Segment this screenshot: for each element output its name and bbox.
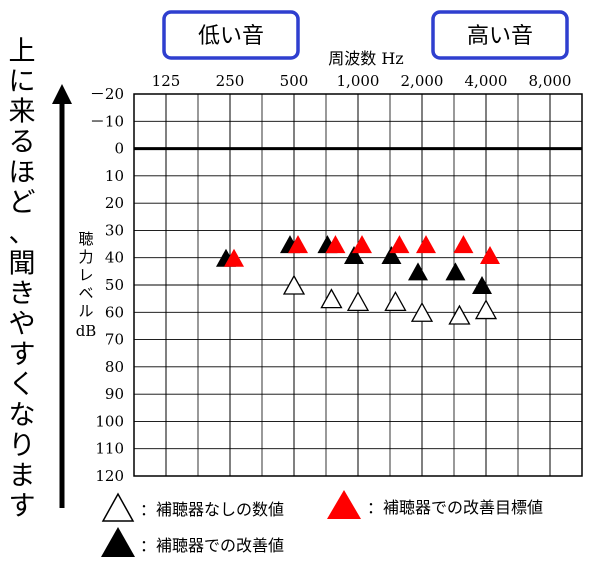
y-tick-label: 60 [105,303,124,321]
axes: 125 250 500 1,000 2,000 4,000 8,000 －20 －10 0 10 20… [90,72,572,485]
hollow-triangle-icon [101,492,135,522]
data-point-target [224,248,244,267]
legend-item-unaided: ：補聴器なしの数値 [101,492,284,522]
data-point-aided [344,245,364,264]
data-point-unaided [474,299,498,320]
side-note: 上に来るほど、聞きやすくなります [9,36,36,522]
x-tick-label: 8,000 [529,72,572,90]
data-point-target [453,235,474,254]
legend-item-aided: ：補聴器での改善値 [101,527,284,557]
x-axis-title: 周波数 Hz [328,49,403,68]
x-tick-label: 2,000 [401,72,444,90]
data-point-aided [445,262,466,281]
data-point-target [352,235,372,254]
data-point-aided [472,276,492,294]
legend-label-aided: ：補聴器での改善値 [140,536,284,555]
y-tick-label: 50 [105,276,124,294]
data-point-target [480,245,500,264]
legend-label-unaided: ：補聴器なしの数値 [140,500,284,519]
y-tick-label: 0 [114,140,124,158]
y-tick-label: 10 [105,167,124,185]
grid [133,93,583,477]
data-point-unaided [282,274,306,295]
data-point-target [389,235,410,254]
black-triangle-icon [101,527,135,557]
x-tick-label: 1,000 [337,72,380,90]
y-tick-label: 80 [105,358,124,376]
y-tick-label: 100 [95,412,124,430]
y-tick-label: 40 [105,249,124,267]
y-tick-label: 120 [95,467,124,485]
data-point-unaided [320,288,343,309]
y-tick-label: －20 [90,85,124,103]
data-point-aided [408,262,428,281]
low-sound-box: 低い音 [162,10,300,60]
high-sound-box: 高い音 [431,10,569,60]
x-tick-label: 500 [280,72,309,90]
legend-item-target: ：補聴器での改善目標値 [327,490,543,519]
low-sound-label: 低い音 [198,24,264,49]
y-tick-label: －10 [90,112,124,130]
y-tick-label: 70 [105,331,124,349]
data-point-unaided [384,291,407,312]
side-note-text: 上に来るほど、聞きやすくなります [9,36,36,522]
high-sound-box-border [431,10,569,60]
low-sound-box-border [162,10,300,60]
red-triangle-icon [327,490,361,519]
y-tick-label: 110 [95,440,124,458]
data-markers [216,235,500,325]
x-tick-label: 4,000 [465,72,508,90]
y-tick-label: 30 [105,221,124,239]
data-point-target [288,235,308,254]
x-tick-label: 250 [216,72,245,90]
y-tick-label: 90 [105,385,124,403]
legend: ：補聴器なしの数値 ：補聴器での改善目標値 ：補聴器での改善値 [101,490,543,557]
data-point-unaided [346,291,370,312]
data-point-target [325,235,346,254]
data-point-target [416,235,436,254]
data-point-aided [381,245,402,264]
y-axis-title: 聴力レベル dB [76,230,97,340]
high-sound-label: 高い音 [467,24,533,49]
y-axis-title-text: 聴力レベル dB [76,230,97,340]
legend-label-target: ：補聴器での改善目標値 [367,498,543,517]
y-tick-label: 20 [105,194,124,212]
data-point-unaided [448,304,471,325]
x-tick-label: 125 [152,72,181,90]
up-arrow-icon [52,84,72,508]
data-point-unaided [410,301,434,322]
